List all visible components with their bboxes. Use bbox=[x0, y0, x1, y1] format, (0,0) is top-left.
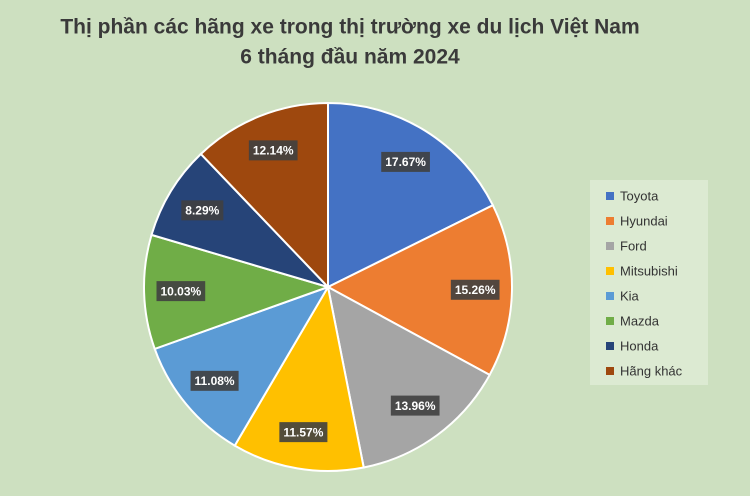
legend-swatch bbox=[606, 292, 614, 300]
pie-slice bbox=[327, 101, 495, 289]
chart-title: Thị phần các hãng xe trong thị trường xe… bbox=[60, 16, 639, 39]
value-label-bg bbox=[450, 279, 500, 300]
legend-label: Toyota bbox=[620, 188, 659, 203]
legend-box bbox=[590, 180, 708, 385]
legend-label: Hyundai bbox=[620, 213, 668, 228]
legend-swatch bbox=[606, 317, 614, 325]
value-label-bg bbox=[190, 370, 239, 391]
value-label: 17.67% bbox=[385, 155, 426, 169]
legend-label: Ford bbox=[620, 238, 647, 253]
legend-label: Mazda bbox=[620, 313, 660, 328]
value-label-bg bbox=[279, 422, 328, 443]
legend-label: Kia bbox=[620, 288, 640, 303]
pie-slice bbox=[150, 152, 332, 290]
legend-swatch bbox=[606, 342, 614, 350]
value-label-bg bbox=[156, 281, 206, 302]
value-label: 13.96% bbox=[395, 399, 436, 413]
chart-title: 6 tháng đầu năm 2024 bbox=[240, 46, 460, 69]
value-label-bg bbox=[248, 140, 298, 161]
legend-swatch bbox=[606, 242, 614, 250]
legend-label: Mitsubishi bbox=[620, 263, 678, 278]
pie-slice bbox=[325, 203, 513, 377]
legend-label: Hãng khác bbox=[620, 363, 683, 378]
pie-slice bbox=[326, 285, 491, 469]
value-label-bg bbox=[381, 151, 430, 172]
legend-swatch bbox=[606, 367, 614, 375]
value-label: 10.03% bbox=[161, 284, 202, 298]
legend-label: Honda bbox=[620, 338, 659, 353]
pie-slice bbox=[233, 284, 365, 472]
value-label-bg bbox=[390, 395, 440, 416]
value-label: 11.08% bbox=[195, 374, 235, 388]
legend-swatch bbox=[606, 192, 614, 200]
legend-swatch bbox=[606, 267, 614, 275]
value-label: 15.26% bbox=[455, 283, 496, 297]
value-label: 12.14% bbox=[253, 144, 294, 158]
value-label-bg bbox=[181, 200, 224, 221]
value-label: 11.57% bbox=[283, 425, 323, 439]
pie-slice bbox=[143, 233, 332, 351]
value-label: 8.29% bbox=[185, 204, 219, 218]
legend-swatch bbox=[606, 217, 614, 225]
pie-slice bbox=[153, 285, 331, 447]
